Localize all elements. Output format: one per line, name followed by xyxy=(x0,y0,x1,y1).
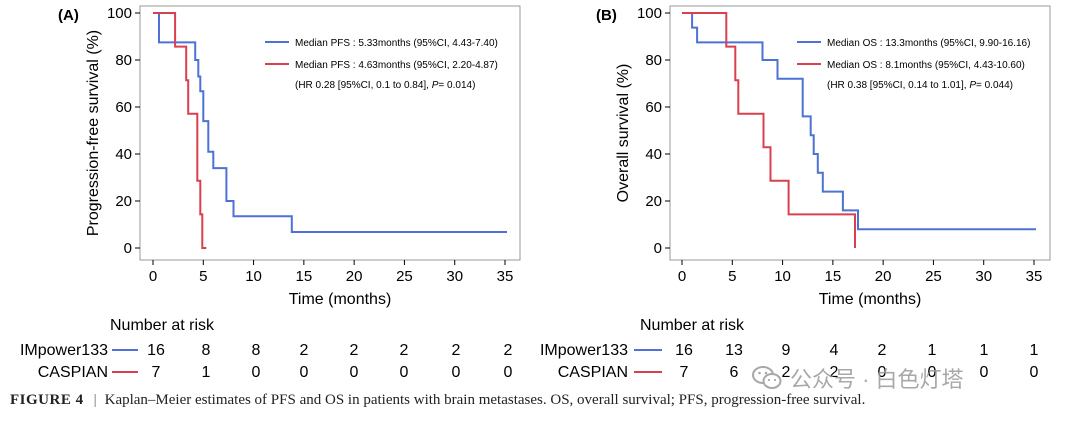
x-tick-label-a: 15 xyxy=(296,268,313,285)
risk-value-impower133-b: 1 xyxy=(980,342,989,359)
y-tick-label-b: 20 xyxy=(645,193,662,210)
figure-caption: FIGURE 4 | Kaplan–Meier estimates of PFS a… xyxy=(10,392,1070,409)
risk-value-caspian-a: 7 xyxy=(152,364,161,381)
risk-value-impower133-a: 2 xyxy=(504,342,513,359)
risk-value-caspian-b: 0 xyxy=(1030,364,1039,381)
risk-value-caspian-a: 0 xyxy=(400,364,409,381)
x-tick-label-a: 10 xyxy=(245,268,262,285)
y-tick-label-b: 0 xyxy=(654,240,662,257)
x-axis-label-b: Time (months) xyxy=(819,291,922,308)
risk-value-caspian-b: 7 xyxy=(680,364,689,381)
risk-table-title-a: Number at risk xyxy=(110,317,215,334)
legend-label-impower133-a: Median PFS : 5.33months (95%CI, 4.43-7.4… xyxy=(295,38,498,49)
y-tick-label-b: 100 xyxy=(637,5,662,22)
hr-annotation-b: (HR 0.38 [95%CI, 0.14 to 1.01], P= 0.044… xyxy=(827,80,1013,91)
hr-annotation-a: (HR 0.28 [95%CI, 0.1 to 0.84], P= 0.014) xyxy=(295,80,475,91)
risk-value-caspian-a: 0 xyxy=(504,364,513,381)
y-axis-label-a: Progression-free survival (%) xyxy=(85,30,102,236)
risk-value-caspian-a: 0 xyxy=(300,364,309,381)
caption-text: Kaplan–Meier estimates of PFS and OS in … xyxy=(104,392,866,408)
x-tick-label-b: 25 xyxy=(925,268,942,285)
x-tick-label-a: 35 xyxy=(497,268,514,285)
risk-value-impower133-a: 2 xyxy=(350,342,359,359)
risk-value-impower133-b: 1 xyxy=(928,342,937,359)
plot-frame-b xyxy=(669,5,1051,261)
risk-value-impower133-b: 16 xyxy=(675,342,693,359)
legend-label-caspian-b: Median OS : 8.1months (95%CI, 4.43-10.60… xyxy=(827,60,1025,71)
risk-value-impower133-a: 8 xyxy=(252,342,261,359)
risk-value-impower133-a: 2 xyxy=(452,342,461,359)
x-axis-label-a: Time (months) xyxy=(289,291,392,308)
risk-row-label-impower133-a: IMpower133 xyxy=(20,342,108,359)
x-tick-label-a: 30 xyxy=(446,268,463,285)
y-tick-label-b: 40 xyxy=(645,146,662,163)
caption-separator: | xyxy=(93,392,97,408)
x-tick-label-b: 20 xyxy=(875,268,892,285)
x-tick-label-b: 30 xyxy=(975,268,992,285)
x-tick-label-a: 0 xyxy=(149,268,157,285)
x-tick-label-b: 35 xyxy=(1026,268,1043,285)
x-tick-label-a: 20 xyxy=(346,268,363,285)
risk-value-caspian-a: 0 xyxy=(350,364,359,381)
risk-value-impower133-b: 1 xyxy=(1030,342,1039,359)
risk-value-impower133-b: 13 xyxy=(725,342,743,359)
km-curve-caspian-b xyxy=(682,12,856,248)
risk-value-impower133-a: 2 xyxy=(300,342,309,359)
y-tick-label-a: 100 xyxy=(107,5,132,22)
y-tick-label-a: 60 xyxy=(115,99,132,116)
risk-value-caspian-a: 0 xyxy=(252,364,261,381)
risk-value-impower133-a: 8 xyxy=(202,342,211,359)
y-tick-label-a: 40 xyxy=(115,146,132,163)
risk-row-label-caspian-a: CASPIAN xyxy=(38,364,108,381)
km-curve-caspian-a xyxy=(153,12,207,249)
figure-label: FIGURE 4 xyxy=(10,392,84,408)
risk-value-impower133-b: 4 xyxy=(830,342,839,359)
x-tick-label-b: 15 xyxy=(825,268,842,285)
x-tick-label-b: 10 xyxy=(774,268,791,285)
risk-value-caspian-b: 2 xyxy=(830,364,839,381)
y-tick-label-a: 20 xyxy=(115,193,132,210)
risk-value-impower133-a: 2 xyxy=(400,342,409,359)
risk-table-title-b: Number at risk xyxy=(640,317,745,334)
risk-value-caspian-b: 6 xyxy=(730,364,739,381)
legend-label-caspian-a: Median PFS : 4.63months (95%CI, 2.20-4.8… xyxy=(295,60,498,71)
km-curve-impower133-a xyxy=(153,12,507,233)
km-curve-impower133-b xyxy=(682,12,1036,231)
risk-value-caspian-a: 0 xyxy=(452,364,461,381)
risk-value-caspian-b: 2 xyxy=(782,364,791,381)
y-tick-label-b: 60 xyxy=(645,99,662,116)
x-tick-label-b: 0 xyxy=(678,268,686,285)
y-tick-label-a: 80 xyxy=(115,52,132,69)
plot-frame-a xyxy=(139,5,521,261)
risk-row-label-impower133-b: IMpower133 xyxy=(540,342,628,359)
y-tick-label-b: 80 xyxy=(645,52,662,69)
risk-value-impower133-b: 2 xyxy=(878,342,887,359)
x-tick-label-b: 5 xyxy=(728,268,736,285)
panel-label-a: (A) xyxy=(58,7,79,24)
risk-row-label-caspian-b: CASPIAN xyxy=(558,364,628,381)
panel-label-b: (B) xyxy=(596,7,617,24)
x-tick-label-a: 5 xyxy=(199,268,207,285)
legend-label-impower133-b: Median OS : 13.3months (95%CI, 9.90-16.1… xyxy=(827,38,1030,49)
risk-value-caspian-b: 0 xyxy=(878,364,887,381)
x-tick-label-a: 25 xyxy=(396,268,413,285)
risk-value-caspian-b: 0 xyxy=(928,364,937,381)
risk-value-caspian-a: 1 xyxy=(202,364,211,381)
risk-value-caspian-b: 0 xyxy=(980,364,989,381)
y-tick-label-a: 0 xyxy=(124,240,132,257)
risk-value-impower133-b: 9 xyxy=(782,342,791,359)
risk-value-impower133-a: 16 xyxy=(147,342,165,359)
y-axis-label-b: Overall survival (%) xyxy=(615,64,632,203)
